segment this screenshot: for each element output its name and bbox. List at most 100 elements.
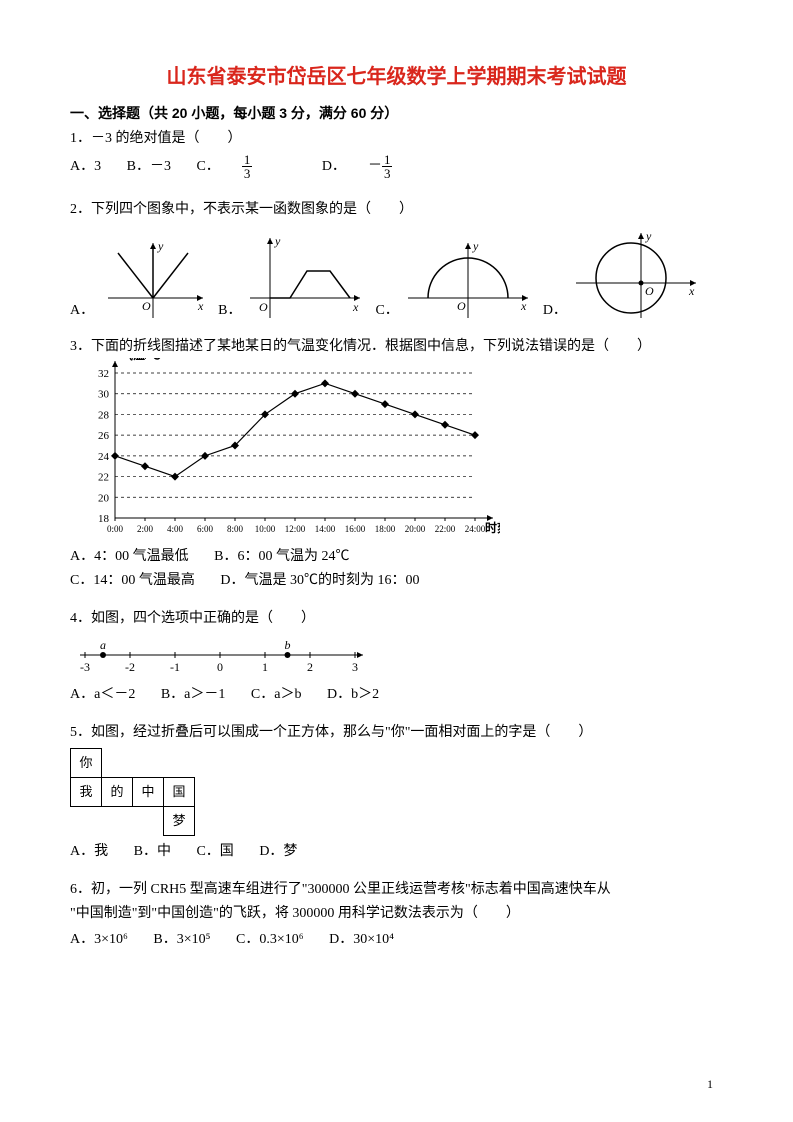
page-number: 1 [707,1077,713,1092]
question-3: 3．下面的折线图描述了某地某日的气温变化情况．根据图中信息，下列说法错误的是（ … [70,335,723,593]
page-title: 山东省泰安市岱岳区七年级数学上学期期末考试试题 [70,60,723,89]
svg-text:20:00: 20:00 [405,524,426,534]
svg-text:26: 26 [98,431,110,443]
svg-text:28: 28 [98,410,110,422]
q5-options: A．我 B．中 C．国 D．梦 [70,840,723,864]
question-2: 2．下列四个图象中，不表示某一函数图象的是（ ） A． x y O B． x y [70,198,723,323]
svg-text:x: x [352,300,359,314]
q4-opt-c: C．a＞b [251,683,302,707]
question-4: 4．如图，四个选项中正确的是（ ） -3 -2 -1 0 1 2 3 a b A．a＜－2 B．… [70,607,723,707]
svg-text:y: y [157,239,164,253]
q5-cube-net: 你 我 的 中 国 梦 [70,748,195,836]
q1-opt-a: A．3 [70,155,101,179]
question-1: 1．－3 的绝对值是（ ） A．3 B．－3 C．13 D．－13 [70,127,723,180]
q3-opt-d: D．气温是 30℃的时刻为 16：00 [220,569,419,593]
q5-stem: 5．如图，经过折叠后可以围成一个正方体，那么与"你"一面相对面上的字是（ ） [70,721,723,745]
svg-text:y: y [472,239,479,253]
q3-stem: 3．下面的折线图描述了某地某日的气温变化情况．根据图中信息，下列说法错误的是（ … [70,335,723,359]
svg-text:6:00: 6:00 [197,524,214,534]
q2-opt-d-label: D． [543,299,567,323]
q2-graph-d: x y O [571,228,701,323]
net-cell: 中 [133,778,164,807]
svg-text:12:00: 12:00 [285,524,306,534]
q1-stem: 1．－3 的绝对值是（ ） [70,127,723,151]
net-cell: 你 [71,749,102,778]
q1-options: A．3 B．－3 C．13 D．－13 [70,153,723,180]
q2-opt-a-label: A． [70,299,94,323]
q6-options: A．3×10⁶ B．3×10⁵ C．0.3×10⁶ D．30×10⁴ [70,928,723,952]
svg-text:1: 1 [262,660,268,674]
net-cell: 梦 [164,807,195,836]
svg-text:8:00: 8:00 [227,524,244,534]
svg-text:x: x [197,299,204,313]
q2-opt-b-label: B． [218,299,241,323]
svg-text:4:00: 4:00 [167,524,184,534]
question-6: 6．初，一列 CRH5 型高速车组进行了"300000 公里正线运营考核"标志着… [70,878,723,951]
svg-text:O: O [142,299,151,313]
q1-opt-c: C．13 [196,153,296,180]
svg-text:3: 3 [352,660,358,674]
svg-text:x: x [520,299,527,313]
q3-opt-b: B．6：00 气温为 24℃ [214,545,349,569]
q2-graph-b: x y O [245,233,365,323]
q2-graphs: A． x y O B． x y O C． [70,228,723,323]
svg-text:2: 2 [307,660,313,674]
svg-text:a: a [100,638,106,652]
svg-text:20: 20 [98,493,110,505]
svg-text:30: 30 [98,389,110,401]
q6-opt-a: A．3×10⁶ [70,928,128,952]
q3-opt-c: C．14：00 气温最高 [70,569,195,593]
svg-text:16:00: 16:00 [345,524,366,534]
q1-opt-d: D．－13 [322,153,437,180]
net-cell: 国 [164,778,195,807]
svg-text:b: b [285,638,291,652]
q4-opt-d: D．b＞2 [327,683,379,707]
svg-text:14:00: 14:00 [315,524,336,534]
q2-opt-c-label: C． [375,299,398,323]
q4-number-line: -3 -2 -1 0 1 2 3 a b [70,637,370,677]
q6-stem-2: "中国制造"到"中国创造"的飞跃，将 300000 用科学记数法表示为（ ） [70,902,723,926]
q6-opt-c: C．0.3×10⁶ [236,928,304,952]
q5-opt-a: A．我 [70,840,108,864]
svg-text:24: 24 [98,451,110,463]
q5-opt-d: D．梦 [259,840,297,864]
svg-text:O: O [457,299,466,313]
svg-text:2:00: 2:00 [137,524,154,534]
svg-text:-1: -1 [170,660,180,674]
q3-temperature-chart: 18202224262830320:002:004:006:008:0010:0… [70,358,500,543]
net-cell: 的 [102,778,133,807]
svg-text:0: 0 [217,660,223,674]
q6-opt-d: D．30×10⁴ [329,928,394,952]
svg-text:y: y [645,229,652,243]
q2-graph-a: x y O [98,238,208,323]
net-cell: 我 [71,778,102,807]
q6-opt-b: B．3×10⁵ [153,928,210,952]
svg-text:22: 22 [98,472,109,484]
q5-opt-b: B．中 [134,840,171,864]
q2-graph-c: x y O [403,238,533,323]
q5-opt-c: C．国 [196,840,233,864]
q3-options: A．4：00 气温最低 B．6：00 气温为 24℃ C．14：00 气温最高 … [70,545,723,593]
svg-text:气温/℃: 气温/℃ [120,358,160,362]
svg-text:O: O [259,300,268,314]
q3-opt-a: A．4：00 气温最低 [70,545,189,569]
section-heading: 一、选择题（共 20 小题，每小题 3 分，满分 60 分） [70,103,723,123]
q4-options: A．a＜－2 B．a＞－1 C．a＞b D．b＞2 [70,683,723,707]
q6-stem-1: 6．初，一列 CRH5 型高速车组进行了"300000 公里正线运营考核"标志着… [70,878,723,902]
svg-text:-3: -3 [80,660,90,674]
svg-text:0:00: 0:00 [107,524,124,534]
svg-text:18:00: 18:00 [375,524,396,534]
svg-text:x: x [688,284,695,298]
svg-text:-2: -2 [125,660,135,674]
svg-text:10:00: 10:00 [255,524,276,534]
svg-text:O: O [645,284,654,298]
svg-text:24:00: 24:00 [465,524,486,534]
q4-opt-b: B．a＞－1 [161,683,226,707]
svg-text:y: y [274,234,281,248]
svg-text:22:00: 22:00 [435,524,456,534]
q4-stem: 4．如图，四个选项中正确的是（ ） [70,607,723,631]
q2-stem: 2．下列四个图象中，不表示某一函数图象的是（ ） [70,198,723,222]
q1-opt-b: B．－3 [127,155,171,179]
q4-opt-a: A．a＜－2 [70,683,135,707]
question-5: 5．如图，经过折叠后可以围成一个正方体，那么与"你"一面相对面上的字是（ ） 你… [70,721,723,865]
